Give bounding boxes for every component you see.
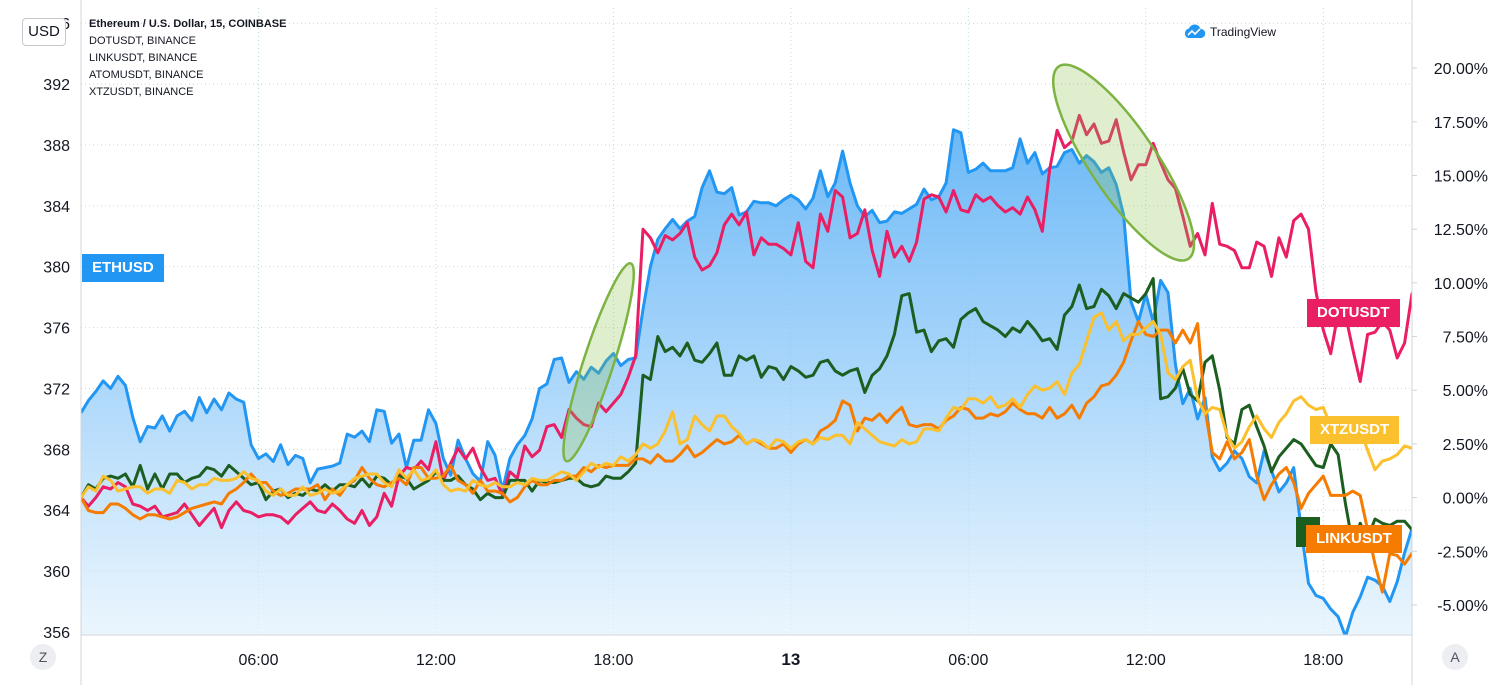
y-right-tick-label: 12.50% <box>1434 222 1488 239</box>
grid <box>81 8 1412 635</box>
tag-xtzusdt: XTZUSDT <box>1310 416 1400 444</box>
legend: Ethereum / U.S. Dollar, 15, COINBASE DOT… <box>89 16 286 101</box>
legend-compare-dot[interactable]: DOTUSDT, BINANCE <box>89 35 196 47</box>
currency-button[interactable]: USD <box>22 18 66 46</box>
y-right-tick-label: 2.50% <box>1443 437 1488 454</box>
y-right-tick-label: 15.00% <box>1434 168 1488 185</box>
series-line-dotusdt <box>81 113 1412 530</box>
axes: 06:00 12:00 18:00 13 06:00 12:00 18:00 356 360 36… <box>43 0 1488 685</box>
cloud-icon <box>1184 24 1206 38</box>
y-right-tick-label: 10.00% <box>1434 276 1488 293</box>
y-left-tick-label: 392 <box>43 77 70 94</box>
series-line-xtzusdt <box>81 311 1412 499</box>
y-right-tick-label: 0.00% <box>1443 491 1488 508</box>
x-tick-label: 12:00 <box>416 652 456 669</box>
legend-compare-link[interactable]: LINKUSDT, BINANCE <box>89 52 198 64</box>
x-tick-label: 18:00 <box>1303 652 1343 669</box>
y-right-tick-label: -5.00% <box>1437 598 1488 615</box>
legend-compare-xtz[interactable]: XTZUSDT, BINANCE <box>89 86 194 98</box>
tag-dotusdt: DOTUSDT <box>1307 299 1400 327</box>
auto-scale-button[interactable]: A <box>1442 644 1468 670</box>
legend-compare-atom[interactable]: ATOMUSDT, BINANCE <box>89 69 204 81</box>
zoom-reset-button[interactable]: Z <box>30 644 56 670</box>
plot-area <box>81 63 1412 635</box>
y-left-tick-label: 384 <box>43 199 70 216</box>
series-line-atomusdt <box>81 320 1412 594</box>
y-right-tick-label: 17.50% <box>1434 115 1488 132</box>
y-left-tick-label: 380 <box>43 260 70 277</box>
legend-main-symbol[interactable]: Ethereum / U.S. Dollar, 15, COINBASE <box>89 18 287 30</box>
tag-ethusd: ETHUSD <box>82 254 164 282</box>
y-right-tick-label: 7.50% <box>1443 330 1488 347</box>
series-area-ethusd <box>81 129 1412 635</box>
x-tick-label: 12:00 <box>1126 652 1166 669</box>
tradingview-logo[interactable]: TradingView <box>1182 24 1276 39</box>
x-tick-label: 06:00 <box>238 652 278 669</box>
brand-label: TradingView <box>1210 24 1277 39</box>
highlight-ellipse-1 <box>562 262 636 463</box>
y-left-tick-label: 356 <box>43 625 70 642</box>
x-tick-label: 13 <box>781 650 800 669</box>
y-left-tick-label: 368 <box>43 442 70 459</box>
x-tick-label: 06:00 <box>948 652 988 669</box>
y-right-tick-label: 5.00% <box>1443 383 1488 400</box>
y-left-tick-label: 376 <box>43 321 70 338</box>
y-left-tick-label: 360 <box>43 564 70 581</box>
highlight-ellipse-2 <box>1051 63 1196 262</box>
y-left-tick-label: 372 <box>43 381 70 398</box>
y-left-tick-label: 364 <box>43 503 70 520</box>
y-right-tick-label: -2.50% <box>1437 544 1488 561</box>
tag-linkusdt: LINKUSDT <box>1306 525 1402 553</box>
y-right-tick-label: 20.00% <box>1434 61 1488 78</box>
x-tick-label: 18:00 <box>593 652 633 669</box>
y-left-tick-label: 388 <box>43 138 70 155</box>
